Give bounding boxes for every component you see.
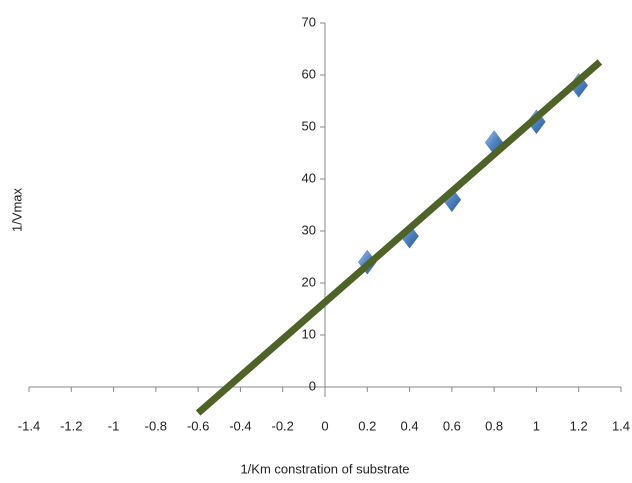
x-tick-label: -0.2 xyxy=(272,418,294,433)
x-tick-label: 0 xyxy=(321,418,328,433)
y-tick-label: 60 xyxy=(302,66,316,81)
x-tick-label: -0.4 xyxy=(229,418,251,433)
x-tick-label: 1.2 xyxy=(570,418,588,433)
x-tick-label: -1.4 xyxy=(18,418,40,433)
y-tick-label: 40 xyxy=(302,170,316,185)
y-axis-label: 1/Vmax xyxy=(9,187,24,232)
y-tick-label: 0 xyxy=(309,378,316,393)
x-axis-label: 1/Km constration of substrate xyxy=(240,461,409,476)
x-tick-label: -0.8 xyxy=(145,418,167,433)
y-tick-label: 20 xyxy=(302,274,316,289)
x-tick-label: 0.8 xyxy=(485,418,503,433)
x-tick-label: 0.2 xyxy=(358,418,376,433)
x-tick-label: 0.4 xyxy=(401,418,419,433)
y-tick-label: 10 xyxy=(302,326,316,341)
x-tick-label: 1.4 xyxy=(612,418,630,433)
y-tick-label: 70 xyxy=(302,14,316,29)
trend-line xyxy=(195,59,603,416)
x-tick-label: -0.6 xyxy=(187,418,209,433)
y-tick-label: 50 xyxy=(302,118,316,133)
x-tick-label: 0.6 xyxy=(443,418,461,433)
x-tick-label: 1 xyxy=(533,418,540,433)
x-tick-label: -1.2 xyxy=(60,418,82,433)
x-tick-label: -1 xyxy=(108,418,120,433)
y-tick-label: 30 xyxy=(302,222,316,237)
